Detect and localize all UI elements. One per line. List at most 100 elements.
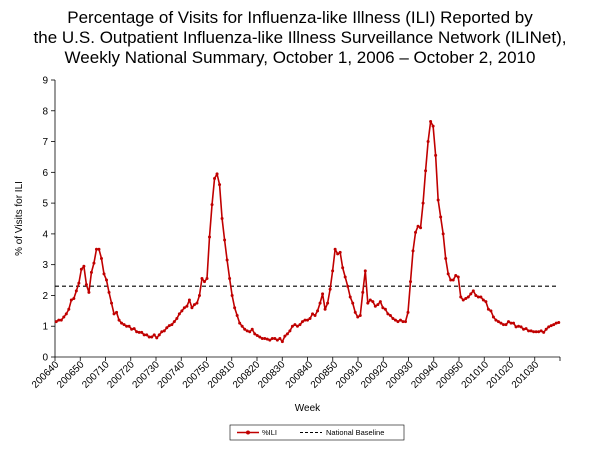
ili-point [147,335,151,339]
x-axis-title: Week [295,403,321,414]
ili-point [117,318,121,322]
ili-point [444,257,448,261]
ili-point [378,300,382,304]
ili-point [366,301,370,305]
ili-point [57,318,61,322]
ili-point [323,307,327,311]
ili-point [152,333,156,337]
y-tick-label: 0 [42,353,48,364]
ili-point [532,330,536,334]
ili-point [54,320,58,324]
ili-point [84,283,88,287]
ili-point [79,267,83,271]
ili-point [263,337,267,341]
ili-point [253,332,257,336]
ili-point [328,287,332,291]
ili-point [190,306,194,310]
legend-ili-marker [246,430,250,435]
ili-point [554,321,558,325]
ili-point [451,278,455,282]
ili-point [89,270,93,274]
ili-point [481,298,485,302]
ili-point [547,325,551,329]
ili-point [501,323,505,327]
y-tick-label: 3 [42,260,48,271]
ili-point [137,330,141,334]
ili-point [130,327,134,331]
ili-point [517,324,521,328]
ili-point [308,317,312,321]
chart-title-line-2: the U.S. Outpatient Influenza-like Illne… [33,28,567,47]
ili-point [157,333,161,337]
ili-point [140,330,144,334]
ili-point [210,203,214,207]
ili-point [351,301,355,305]
ili-point [110,301,114,305]
ili-point [273,337,277,341]
ili-point [552,323,556,327]
ili-point [165,326,169,330]
ili-point [341,266,345,270]
ili-point [218,183,222,187]
ili-point [243,327,247,331]
chart-title-line-1: Percentage of Visits for Influenza-like … [67,8,533,27]
ili-point [363,269,367,273]
ili-point [424,169,428,173]
ili-point [132,327,136,331]
y-tick-label: 8 [42,106,48,117]
ili-point [72,297,76,301]
ili-point [549,324,553,328]
ili-point [539,329,543,333]
ili-point [107,290,111,294]
ili-point [197,293,201,297]
ili-point [333,247,337,251]
ili-point [544,327,548,331]
ili-point [434,153,438,157]
y-axis: 0 1 2 3 4 5 6 7 8 9 [42,76,56,364]
ili-point [228,277,232,281]
ili-point [464,297,468,301]
ili-point [64,312,68,316]
ili-point [127,324,131,328]
ili-point [280,340,284,344]
ili-point [293,323,297,327]
ili-point [303,318,307,322]
ili-point [346,284,350,288]
ili-point [419,226,423,230]
y-tick-label: 7 [42,137,48,148]
ili-point [87,290,91,294]
ili-point [167,324,171,328]
ili-point [283,334,287,338]
legend: %ILI National Baseline [229,424,405,441]
ili-point [220,217,224,220]
ili-point [504,323,508,327]
ili-series [54,120,561,344]
ili-point [59,318,63,322]
ili-point [74,289,78,293]
ili-point [386,312,390,316]
ili-point [235,313,239,317]
ili-line [55,120,559,343]
y-tick-label: 5 [42,199,48,210]
ili-point [177,312,181,316]
ili-point [471,289,475,293]
ili-point [398,318,402,322]
ili-point [343,275,347,279]
ili-point [115,310,119,314]
ili-point [529,329,533,333]
legend-baseline-label: National Baseline [326,428,384,437]
ili-point [278,337,282,341]
ili-point [105,278,109,282]
ili-point [155,336,159,340]
ili-point [195,301,199,305]
ili-point [306,318,309,322]
ili-point [185,304,189,308]
ili-point [353,310,357,314]
ili-point [421,201,425,205]
ili-point [223,238,227,242]
ili-point [160,330,164,334]
ili-point [331,269,335,273]
ili-point [479,295,483,299]
ili-point [285,332,289,336]
ili-point [97,247,101,251]
